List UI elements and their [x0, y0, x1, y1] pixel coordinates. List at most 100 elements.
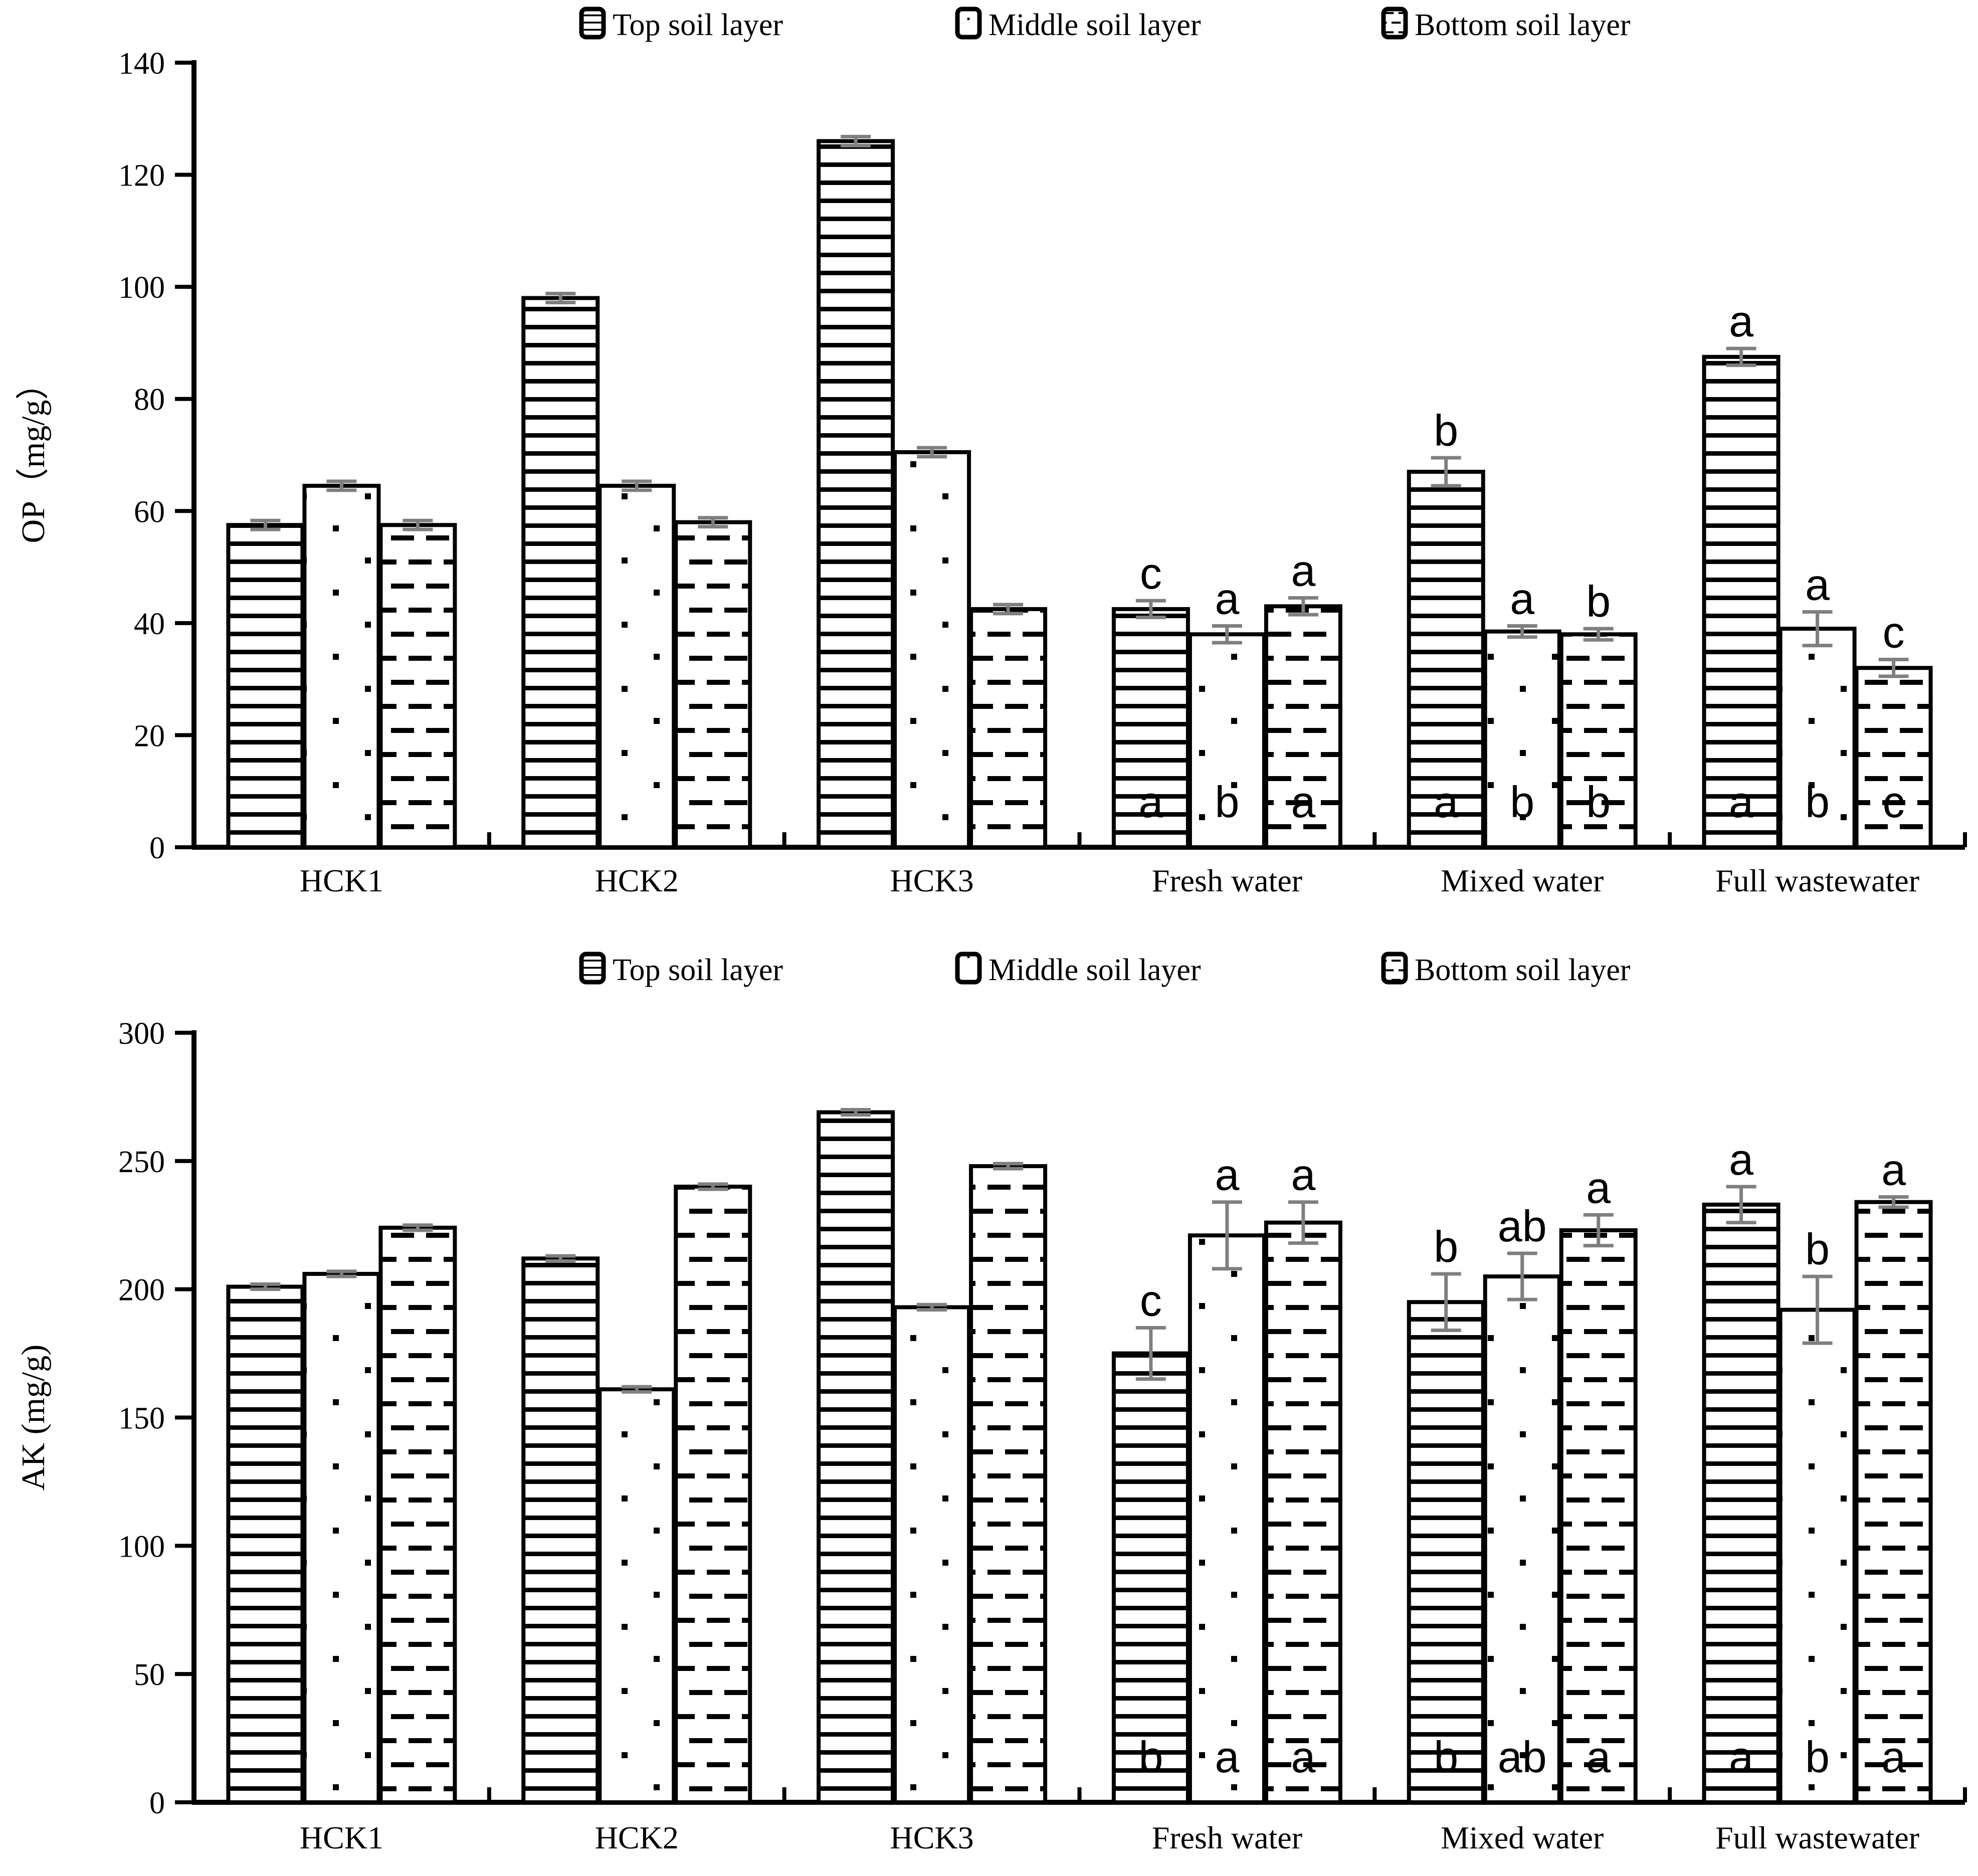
sig-letter-above: a [1215, 574, 1239, 623]
error-bar [545, 292, 576, 304]
bar [1407, 470, 1485, 849]
bar [1702, 1202, 1781, 1804]
bars: HCK1 HCK2 HCK3 c a a b a a Fresh water b a a b b b Mixed… [226, 135, 1933, 898]
x-category-label: Fresh water [1152, 1820, 1302, 1855]
bar [969, 1164, 1048, 1805]
error-bar [917, 1302, 947, 1312]
legend-swatch-icon [955, 7, 982, 40]
sig-letter-inside: ab [1498, 1732, 1547, 1782]
sig-letter-inside: b [1434, 1732, 1458, 1782]
bar [521, 1256, 600, 1804]
sig-letter-above: a [1881, 1145, 1906, 1194]
error-bar [1583, 1213, 1614, 1248]
sig-letter-above: a [1586, 1163, 1611, 1212]
bar [521, 296, 600, 849]
x-category-label: Fresh water [1152, 863, 1302, 898]
legend-swatch-icon [579, 952, 606, 985]
error-bar [326, 1269, 357, 1278]
error-bar [1431, 1272, 1461, 1333]
sig-letter-above: c [1140, 548, 1162, 598]
legend-swatch-icon [1381, 952, 1408, 985]
legend-label: Bottom soil layer [1415, 953, 1631, 987]
sig-letter-above: a [1805, 560, 1830, 610]
sig-letter-above: a [1729, 1135, 1753, 1184]
error-bar [1431, 456, 1461, 488]
bar [893, 1305, 971, 1804]
bar [674, 520, 752, 849]
sig-letter-inside: a [1291, 777, 1315, 827]
error-bar [403, 1223, 433, 1232]
legend: Top soil layer Middle soil layer Bottom so… [579, 7, 1631, 42]
bar [1264, 1220, 1342, 1805]
bar [1188, 1233, 1266, 1804]
bar [1559, 632, 1638, 849]
error-bar [1135, 599, 1166, 620]
error-bar [403, 518, 433, 531]
bar [817, 139, 895, 849]
bar [1407, 1300, 1485, 1804]
legend-item: Top soil layer [579, 952, 783, 987]
x-category-label: Full wastewater [1715, 863, 1919, 898]
error-bar [1288, 596, 1318, 617]
x-category-label: HCK3 [890, 1820, 974, 1855]
sig-letter-above: a [1510, 574, 1534, 623]
bar [1483, 1274, 1561, 1804]
legend-label: Bottom soil layer [1415, 8, 1631, 42]
error-bar [622, 1385, 652, 1394]
x-category-label: HCK2 [595, 1820, 679, 1855]
op-chart-figure: Top soil layer Middle soil layer Bottom so… [15, 7, 1967, 898]
error-bar [698, 1182, 728, 1191]
bar [302, 1271, 381, 1804]
sig-letter-above: b [1434, 1222, 1458, 1271]
x-category-label: Mixed water [1441, 863, 1604, 898]
error-bar [250, 1282, 281, 1291]
bar [1483, 629, 1561, 849]
sig-letter-inside: c [1883, 777, 1905, 827]
legend-item: Middle soil layer [955, 952, 1201, 987]
x-category-label: HCK2 [595, 863, 679, 898]
y-tick-label: 140 [118, 47, 165, 81]
sig-letter-above: c [1883, 608, 1905, 657]
sig-letter-above: ab [1498, 1201, 1547, 1251]
error-bar [1507, 624, 1537, 639]
legend-swatch-icon [955, 952, 982, 985]
sig-letter-inside: b [1138, 1732, 1163, 1782]
bar [1778, 1307, 1857, 1804]
sig-letter-inside: a [1138, 777, 1163, 827]
bar [378, 523, 457, 850]
bar [1111, 607, 1190, 850]
sig-letter-above: b [1586, 577, 1611, 626]
bar [1854, 1200, 1933, 1805]
legend-swatch-icon [1381, 7, 1408, 40]
sig-letter-above: a [1291, 546, 1315, 596]
y-tick-label: 50 [134, 1658, 165, 1692]
error-bar [1802, 1274, 1833, 1345]
error-bar [1726, 346, 1756, 367]
sig-letter-above: c [1140, 1275, 1162, 1325]
axes [191, 60, 1965, 850]
error-bar [545, 1254, 576, 1263]
bar [302, 483, 381, 849]
legend-label: Top soil layer [613, 8, 783, 42]
legend-label: Middle soil layer [988, 953, 1201, 987]
sig-letter-above: b [1805, 1224, 1830, 1274]
sig-letter-inside: a [1729, 777, 1753, 827]
sig-letter-above: b [1434, 406, 1458, 455]
error-bar [1878, 1195, 1909, 1209]
x-category-label: Full wastewater [1715, 1820, 1919, 1855]
error-bar [1288, 1200, 1318, 1245]
y-ticks: 0 50 100 150 200 250 300 [118, 1017, 1967, 1820]
y-tick-label: 120 [118, 159, 165, 193]
x-category-label: HCK1 [300, 1820, 383, 1855]
x-category-label: HCK3 [890, 863, 974, 898]
bar [1702, 354, 1781, 849]
legend-item: Bottom soil layer [1381, 7, 1631, 42]
error-bar [993, 603, 1024, 616]
sig-letter-inside: a [1291, 1732, 1315, 1782]
legend-item: Middle soil layer [955, 7, 1201, 42]
error-bar [1507, 1251, 1537, 1301]
bar [598, 1387, 676, 1804]
y-tick-label: 100 [118, 271, 165, 305]
bar [378, 1225, 457, 1804]
